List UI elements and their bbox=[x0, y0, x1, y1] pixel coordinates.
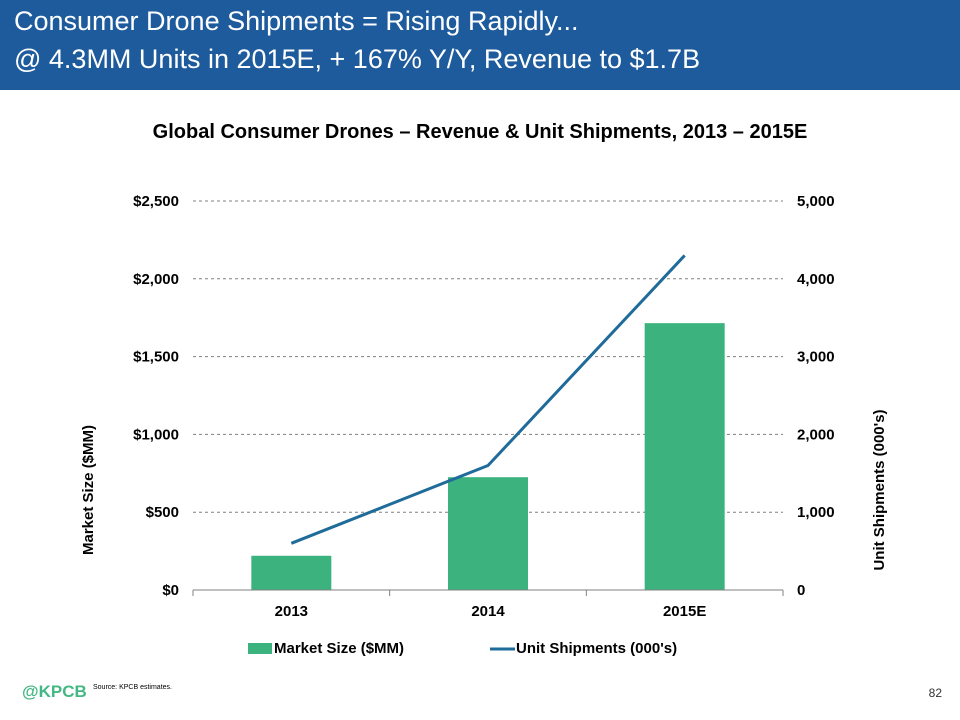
slide-title-line-2: @ 4.3MM Units in 2015E, + 167% Y/Y, Reve… bbox=[14, 44, 701, 74]
line-series bbox=[290, 254, 686, 545]
axes: $0 $500 $1,000 $1,500 $2,000 $2,500 0 1,000 2,00… bbox=[133, 193, 834, 620]
right-tick-label: 2,000 bbox=[797, 426, 835, 443]
combo-chart: Global Consumer Drones – Revenue & Unit … bbox=[80, 121, 888, 657]
kpcb-logo: @KPCB bbox=[22, 682, 87, 701]
x-tick-label: 2014 bbox=[471, 603, 505, 620]
x-tick-label: 2013 bbox=[275, 603, 308, 620]
legend-swatch-bar bbox=[248, 643, 272, 654]
series-line bbox=[290, 254, 686, 545]
right-tick-label: 4,000 bbox=[797, 271, 835, 288]
bar-series bbox=[251, 323, 725, 590]
left-tick-label: $0 bbox=[162, 582, 179, 599]
left-tick-label: $1,000 bbox=[133, 426, 179, 443]
bar bbox=[251, 555, 332, 590]
right-tick-label: 1,000 bbox=[797, 504, 835, 521]
left-tick-label: $2,000 bbox=[133, 271, 179, 288]
right-tick-label: 3,000 bbox=[797, 349, 835, 366]
left-tick-label: $500 bbox=[146, 504, 179, 521]
slide-title-line-1: Consumer Drone Shipments = Rising Rapidl… bbox=[14, 6, 579, 36]
slide-header: Consumer Drone Shipments = Rising Rapidl… bbox=[0, 0, 960, 90]
right-tick-label: 5,000 bbox=[797, 193, 835, 210]
source-note: Source: KPCB estimates. bbox=[93, 684, 172, 691]
bar bbox=[448, 477, 528, 590]
left-tick-label: $1,500 bbox=[133, 349, 179, 366]
legend: Market Size ($MM) Unit Shipments (000's) bbox=[248, 640, 677, 657]
bar bbox=[644, 323, 725, 590]
legend-label-bar: Market Size ($MM) bbox=[274, 640, 404, 657]
left-axis-title: Market Size ($MM) bbox=[80, 425, 97, 555]
right-tick-label: 0 bbox=[797, 582, 805, 599]
legend-label-line: Unit Shipments (000's) bbox=[516, 640, 677, 657]
left-tick-label: $2,500 bbox=[133, 193, 179, 210]
x-tick-label: 2015E bbox=[663, 603, 706, 620]
page-number: 82 bbox=[928, 686, 942, 700]
right-axis-title: Unit Shipments (000's) bbox=[871, 409, 888, 570]
chart-title: Global Consumer Drones – Revenue & Unit … bbox=[153, 121, 808, 143]
